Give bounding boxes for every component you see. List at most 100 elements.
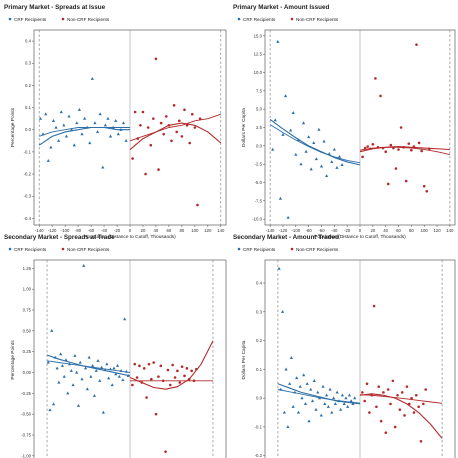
data-point-crf xyxy=(51,402,56,406)
data-point-crf xyxy=(98,112,102,116)
data-point-crf xyxy=(304,149,308,153)
data-point-crf xyxy=(291,404,295,408)
data-point-noncrf xyxy=(404,179,408,183)
y-tick-label: -1.00 xyxy=(21,453,31,458)
data-point-noncrf xyxy=(183,108,186,112)
data-point-noncrf xyxy=(400,391,404,394)
data-point-noncrf xyxy=(417,405,420,409)
data-point-noncrf xyxy=(138,364,141,368)
data-point-noncrf xyxy=(422,184,426,188)
legend-label-crf: CRF Recipients xyxy=(14,17,47,22)
x-tick-label: -100 xyxy=(292,228,301,233)
data-point-crf xyxy=(327,152,331,155)
y-tick-label: 0.25 xyxy=(23,349,32,354)
data-point-noncrf xyxy=(159,121,163,125)
y-tick-label: -0.2 xyxy=(255,453,263,458)
data-point-noncrf xyxy=(363,399,366,403)
data-point-crf xyxy=(67,114,71,118)
data-point-noncrf xyxy=(377,385,381,388)
legend-label-noncrf: Non-CRF Recipients xyxy=(67,247,110,252)
data-point-crf xyxy=(319,413,323,417)
data-point-crf xyxy=(57,139,61,142)
fit-line-crf-1 xyxy=(269,118,361,166)
data-point-crf xyxy=(332,396,336,400)
data-point-noncrf xyxy=(131,157,134,160)
data-point-crf xyxy=(314,157,318,161)
x-tick-label: 20 xyxy=(370,228,375,233)
data-point-noncrf xyxy=(131,383,134,387)
data-point-crf xyxy=(344,396,348,400)
x-axis-label: Population (Distance to Cutoff, Thousand… xyxy=(84,234,176,240)
data-point-crf xyxy=(88,141,92,145)
y-tick-label: 0.0 xyxy=(256,143,263,148)
data-point-crf xyxy=(49,145,53,149)
data-point-crf xyxy=(51,119,56,122)
data-point-crf xyxy=(92,394,97,397)
data-point-noncrf xyxy=(157,168,160,171)
data-point-noncrf xyxy=(133,362,137,366)
data-point-noncrf xyxy=(135,376,139,379)
data-point-crf xyxy=(98,379,102,382)
y-axis-label: Percentage Points xyxy=(10,107,16,147)
data-point-noncrf xyxy=(391,379,395,383)
data-point-crf xyxy=(273,118,277,122)
y-tick-label: 0.0 xyxy=(256,396,263,401)
data-point-crf xyxy=(121,378,125,382)
data-point-crf xyxy=(300,396,304,400)
data-point-noncrf xyxy=(140,381,144,384)
chart-title: Secondary Market - Spreads at Trade xyxy=(4,234,115,241)
y-tick-label: 0.1 xyxy=(25,105,32,110)
y-tick-label: 0.1 xyxy=(256,367,263,372)
legend-label-crf: CRF Recipients xyxy=(243,247,276,252)
x-tick-label: -60 xyxy=(88,228,95,233)
data-point-crf xyxy=(286,215,290,219)
data-point-noncrf xyxy=(410,396,413,400)
x-tick-label: 40 xyxy=(154,228,159,233)
data-point-noncrf xyxy=(193,126,197,129)
data-point-crf xyxy=(299,162,303,166)
data-point-crf xyxy=(94,369,98,372)
data-point-crf xyxy=(53,355,57,359)
data-point-noncrf xyxy=(393,425,397,429)
data-point-crf xyxy=(335,166,339,169)
data-point-noncrf xyxy=(412,411,416,414)
x-tick-label: 100 xyxy=(191,228,199,233)
data-point-noncrf xyxy=(394,167,398,170)
data-point-crf xyxy=(277,266,281,270)
data-point-noncrf xyxy=(145,396,148,399)
data-point-crf xyxy=(117,374,121,378)
data-point-crf xyxy=(93,121,97,125)
data-point-crf xyxy=(119,369,123,372)
data-point-noncrf xyxy=(178,381,182,384)
data-point-noncrf xyxy=(183,374,186,378)
data-point-crf xyxy=(278,196,283,200)
data-point-crf xyxy=(46,158,50,162)
data-point-noncrf xyxy=(420,149,423,153)
data-point-noncrf xyxy=(139,123,142,127)
data-point-crf xyxy=(312,379,316,382)
data-point-crf xyxy=(282,410,286,414)
data-point-crf xyxy=(99,365,104,369)
data-point-crf xyxy=(349,399,353,403)
data-point-crf xyxy=(80,132,84,136)
data-point-noncrf xyxy=(190,112,194,116)
data-point-noncrf xyxy=(382,391,385,394)
chart-panel-4: Secondary Market - Amount Traded CRF Reci… xyxy=(233,234,456,458)
data-point-crf xyxy=(116,132,120,136)
y-tick-label: 0.2 xyxy=(256,338,263,343)
data-point-crf xyxy=(298,384,302,388)
data-point-crf xyxy=(64,358,68,362)
data-point-crf xyxy=(114,372,118,376)
y-tick-label: 1.00 xyxy=(23,287,32,292)
data-point-crf xyxy=(321,384,325,388)
data-point-crf xyxy=(316,390,320,394)
data-point-noncrf xyxy=(177,119,181,123)
data-point-noncrf xyxy=(187,377,191,381)
y-tick-label: 7.5 xyxy=(256,88,263,93)
x-tick-label: -40 xyxy=(331,228,338,233)
data-point-crf xyxy=(303,402,308,405)
data-point-noncrf xyxy=(166,368,170,372)
legend: CRF Recipients Non-CRF Recipients xyxy=(8,247,110,252)
data-point-crf xyxy=(312,141,316,144)
data-point-crf xyxy=(54,125,58,129)
